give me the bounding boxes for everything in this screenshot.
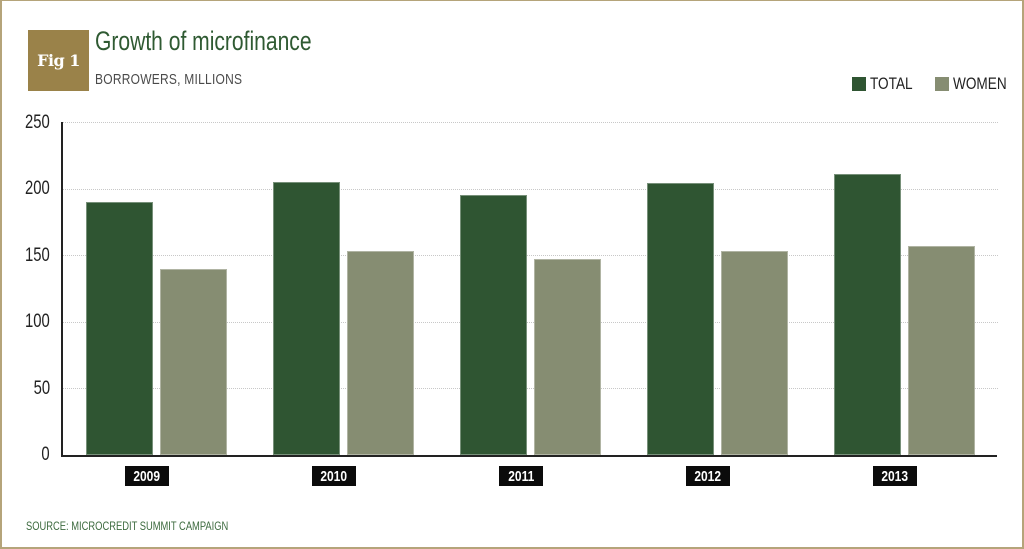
chart-title: Growth of microfinance	[95, 26, 312, 56]
legend: TOTAL WOMEN	[852, 74, 1024, 94]
legend-item-women: WOMEN	[935, 74, 1020, 94]
bar-women-2010	[347, 251, 414, 455]
y-tick-label: 100	[25, 311, 50, 332]
bar-total-2012	[647, 183, 714, 455]
x-tick-label-2010: 2010	[312, 466, 356, 486]
x-tick-label-2012: 2012	[686, 466, 730, 486]
y-axis-line	[61, 122, 63, 456]
x-tick-label-2011: 2011	[499, 466, 543, 486]
y-tick-label: 0	[41, 444, 50, 465]
gridline	[63, 322, 998, 323]
y-tick-label: 50	[33, 378, 50, 399]
chart-subtitle: BORROWERS, MILLIONS	[95, 71, 243, 88]
gridline	[63, 189, 998, 190]
bar-women-2011	[534, 259, 601, 455]
gridline	[63, 255, 998, 256]
legend-swatch-total	[852, 77, 866, 91]
x-tick-label-2009: 2009	[125, 466, 169, 486]
legend-label-women: WOMEN	[953, 74, 1007, 93]
y-tick-label: 250	[25, 112, 50, 133]
gridline	[63, 122, 998, 123]
gridline	[63, 388, 998, 389]
bar-women-2013	[908, 245, 975, 455]
y-tick-label: 200	[25, 178, 50, 199]
bar-total-2010	[273, 181, 340, 455]
x-tick-label-2013: 2013	[873, 466, 917, 486]
figure-badge: Fig 1	[28, 30, 89, 91]
bar-women-2012	[721, 251, 788, 455]
bar-women-2009	[160, 268, 227, 455]
legend-item-total: TOTAL	[852, 74, 923, 94]
legend-label-total: TOTAL	[870, 74, 913, 93]
y-axis-labels: 250 200 150 100 50 0	[0, 0, 50, 549]
x-axis-line	[61, 455, 997, 457]
bar-total-2009	[86, 201, 153, 455]
bar-total-2013	[834, 173, 901, 455]
bar-total-2011	[460, 195, 527, 455]
y-tick-label: 150	[25, 245, 50, 266]
legend-swatch-women	[935, 77, 950, 91]
source-note: SOURCE: MICROCREDIT SUMMIT CAMPAIGN	[26, 519, 229, 533]
